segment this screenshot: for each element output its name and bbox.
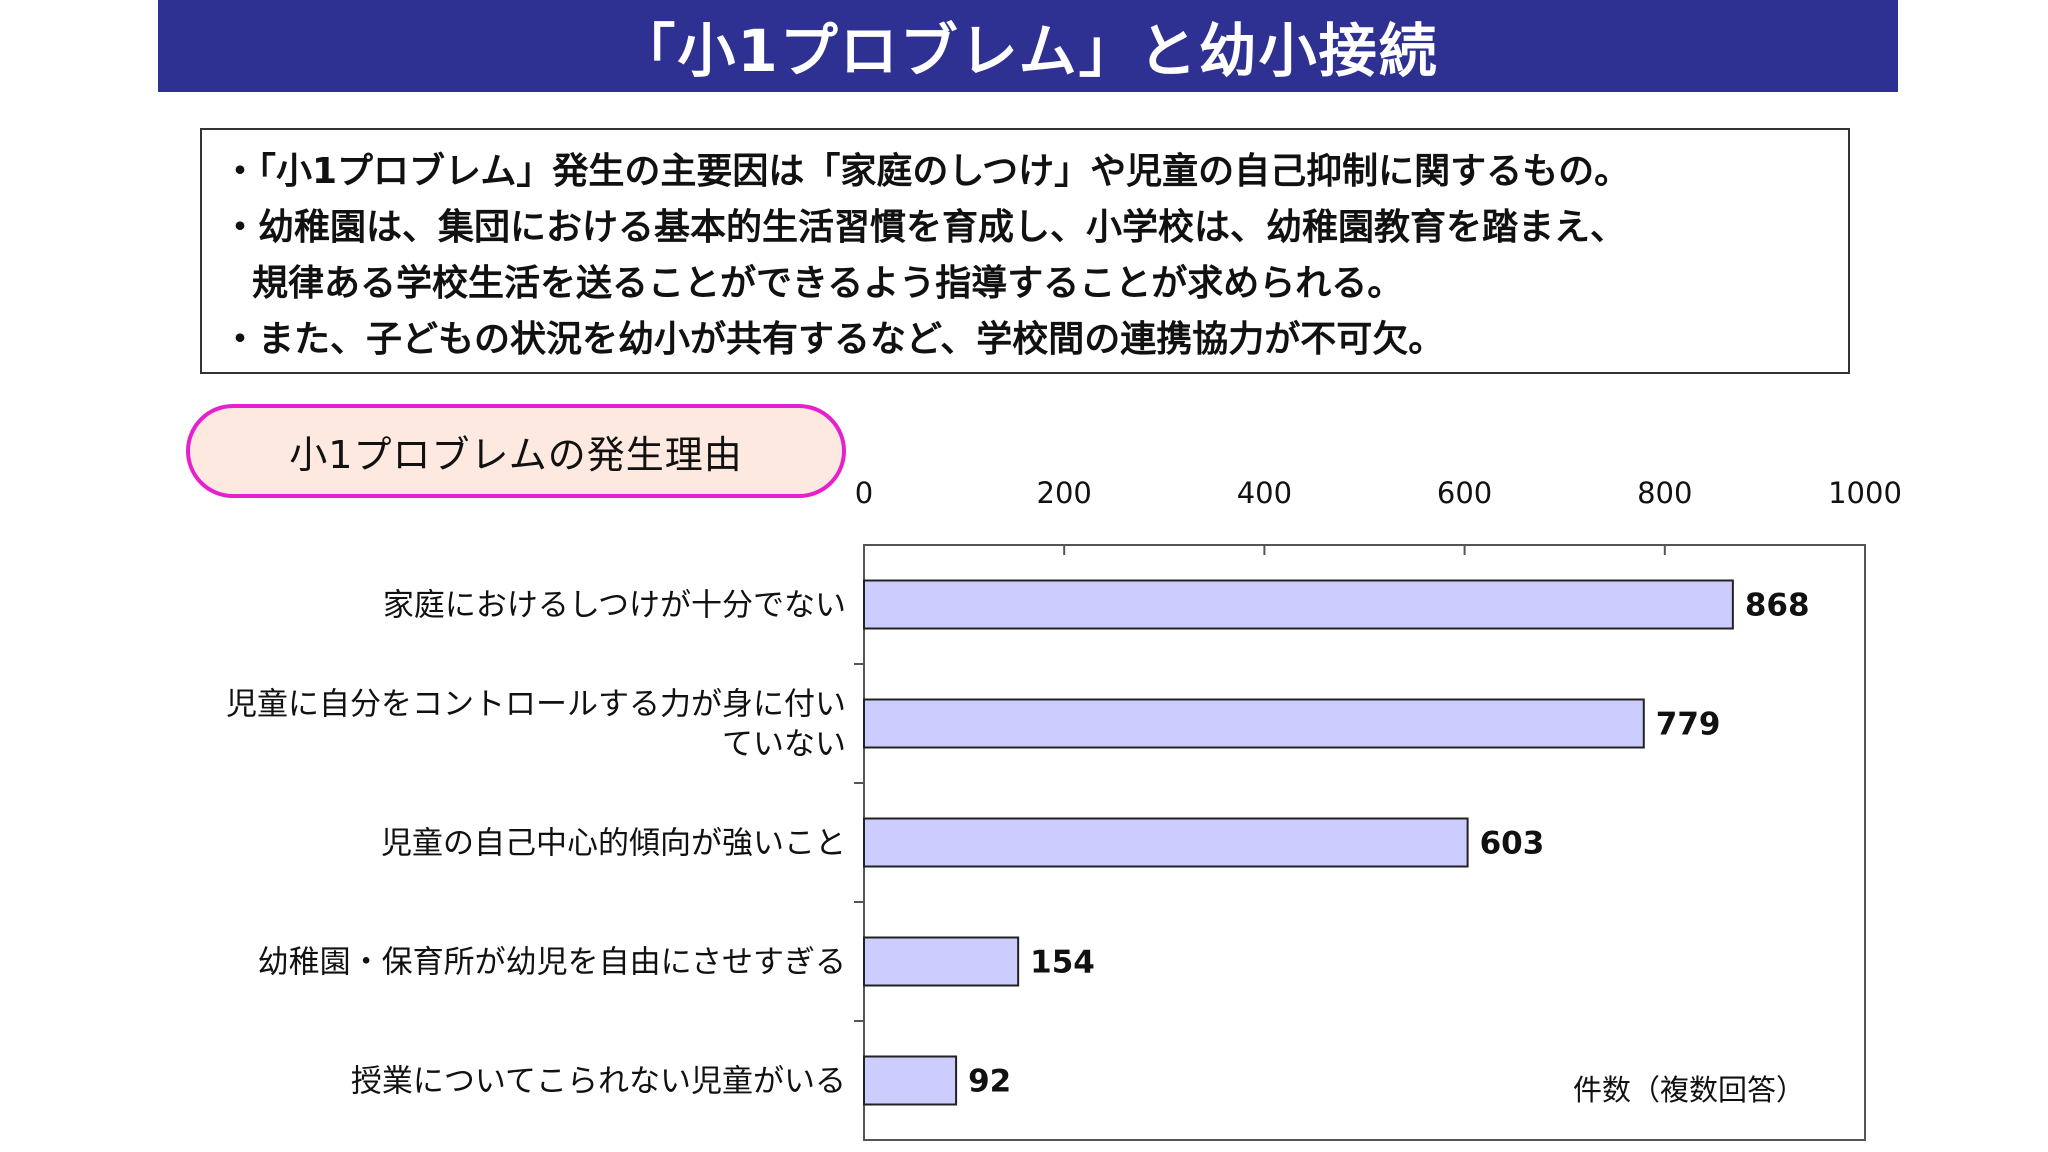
category-label: 児童の自己中心的傾向が強いこと — [381, 826, 846, 862]
data-label: 603 — [1480, 826, 1545, 862]
x-tick-label: 200 — [1037, 476, 1092, 510]
data-label: 92 — [968, 1064, 1011, 1100]
bar — [863, 1055, 958, 1106]
bar — [863, 698, 1645, 749]
bar — [863, 817, 1469, 868]
x-tick-label: 0 — [855, 476, 873, 510]
x-tick-label: 1000 — [1828, 476, 1902, 510]
section-label: 小1プロブレムの発生理由 — [289, 432, 743, 477]
unit-label: 件数（複数回答） — [1573, 1073, 1805, 1107]
section-label-pill: 小1プロブレムの発生理由 — [186, 404, 846, 498]
x-tick-label: 800 — [1637, 476, 1692, 510]
bar — [863, 936, 1020, 987]
page-title: 「小1プロブレム」と幼小接続 — [617, 17, 1439, 85]
data-label: 779 — [1656, 707, 1721, 743]
summary-line: 規律ある学校生活を送ることができるよう指導することが求められる。 — [252, 263, 1404, 304]
summary-line: ・幼稚園は、集団における基本的生活習慣を育成し、小学校は、幼稚園教育を踏まえ、 — [222, 207, 1627, 248]
category-label: 児童に自分をコントロールする力が身に付い — [226, 687, 846, 723]
summary-line: ・また、子どもの状況を幼小が共有するなど、学校間の連携協力が不可欠。 — [222, 319, 1445, 360]
bar — [863, 579, 1734, 630]
data-label: 154 — [1030, 945, 1095, 981]
category-label: ていない — [722, 727, 846, 763]
category-label: 幼稚園・保育所が幼児を自由にさせすぎる — [258, 945, 846, 981]
category-label: 授業についてこられない児童がいる — [351, 1064, 846, 1100]
x-tick-label: 400 — [1237, 476, 1292, 510]
summary-box: ・「小1プロブレム」発生の主要因は「家庭のしつけ」や児童の自己抑制に関するもの。… — [200, 128, 1850, 374]
x-tick-label: 600 — [1437, 476, 1492, 510]
data-label: 868 — [1745, 588, 1810, 624]
title-banner: 「小1プロブレム」と幼小接続 — [158, 0, 1898, 92]
summary-line: ・「小1プロブレム」発生の主要因は「家庭のしつけ」や児童の自己抑制に関するもの。 — [222, 151, 1631, 192]
category-label: 家庭におけるしつけが十分でない — [383, 588, 846, 624]
